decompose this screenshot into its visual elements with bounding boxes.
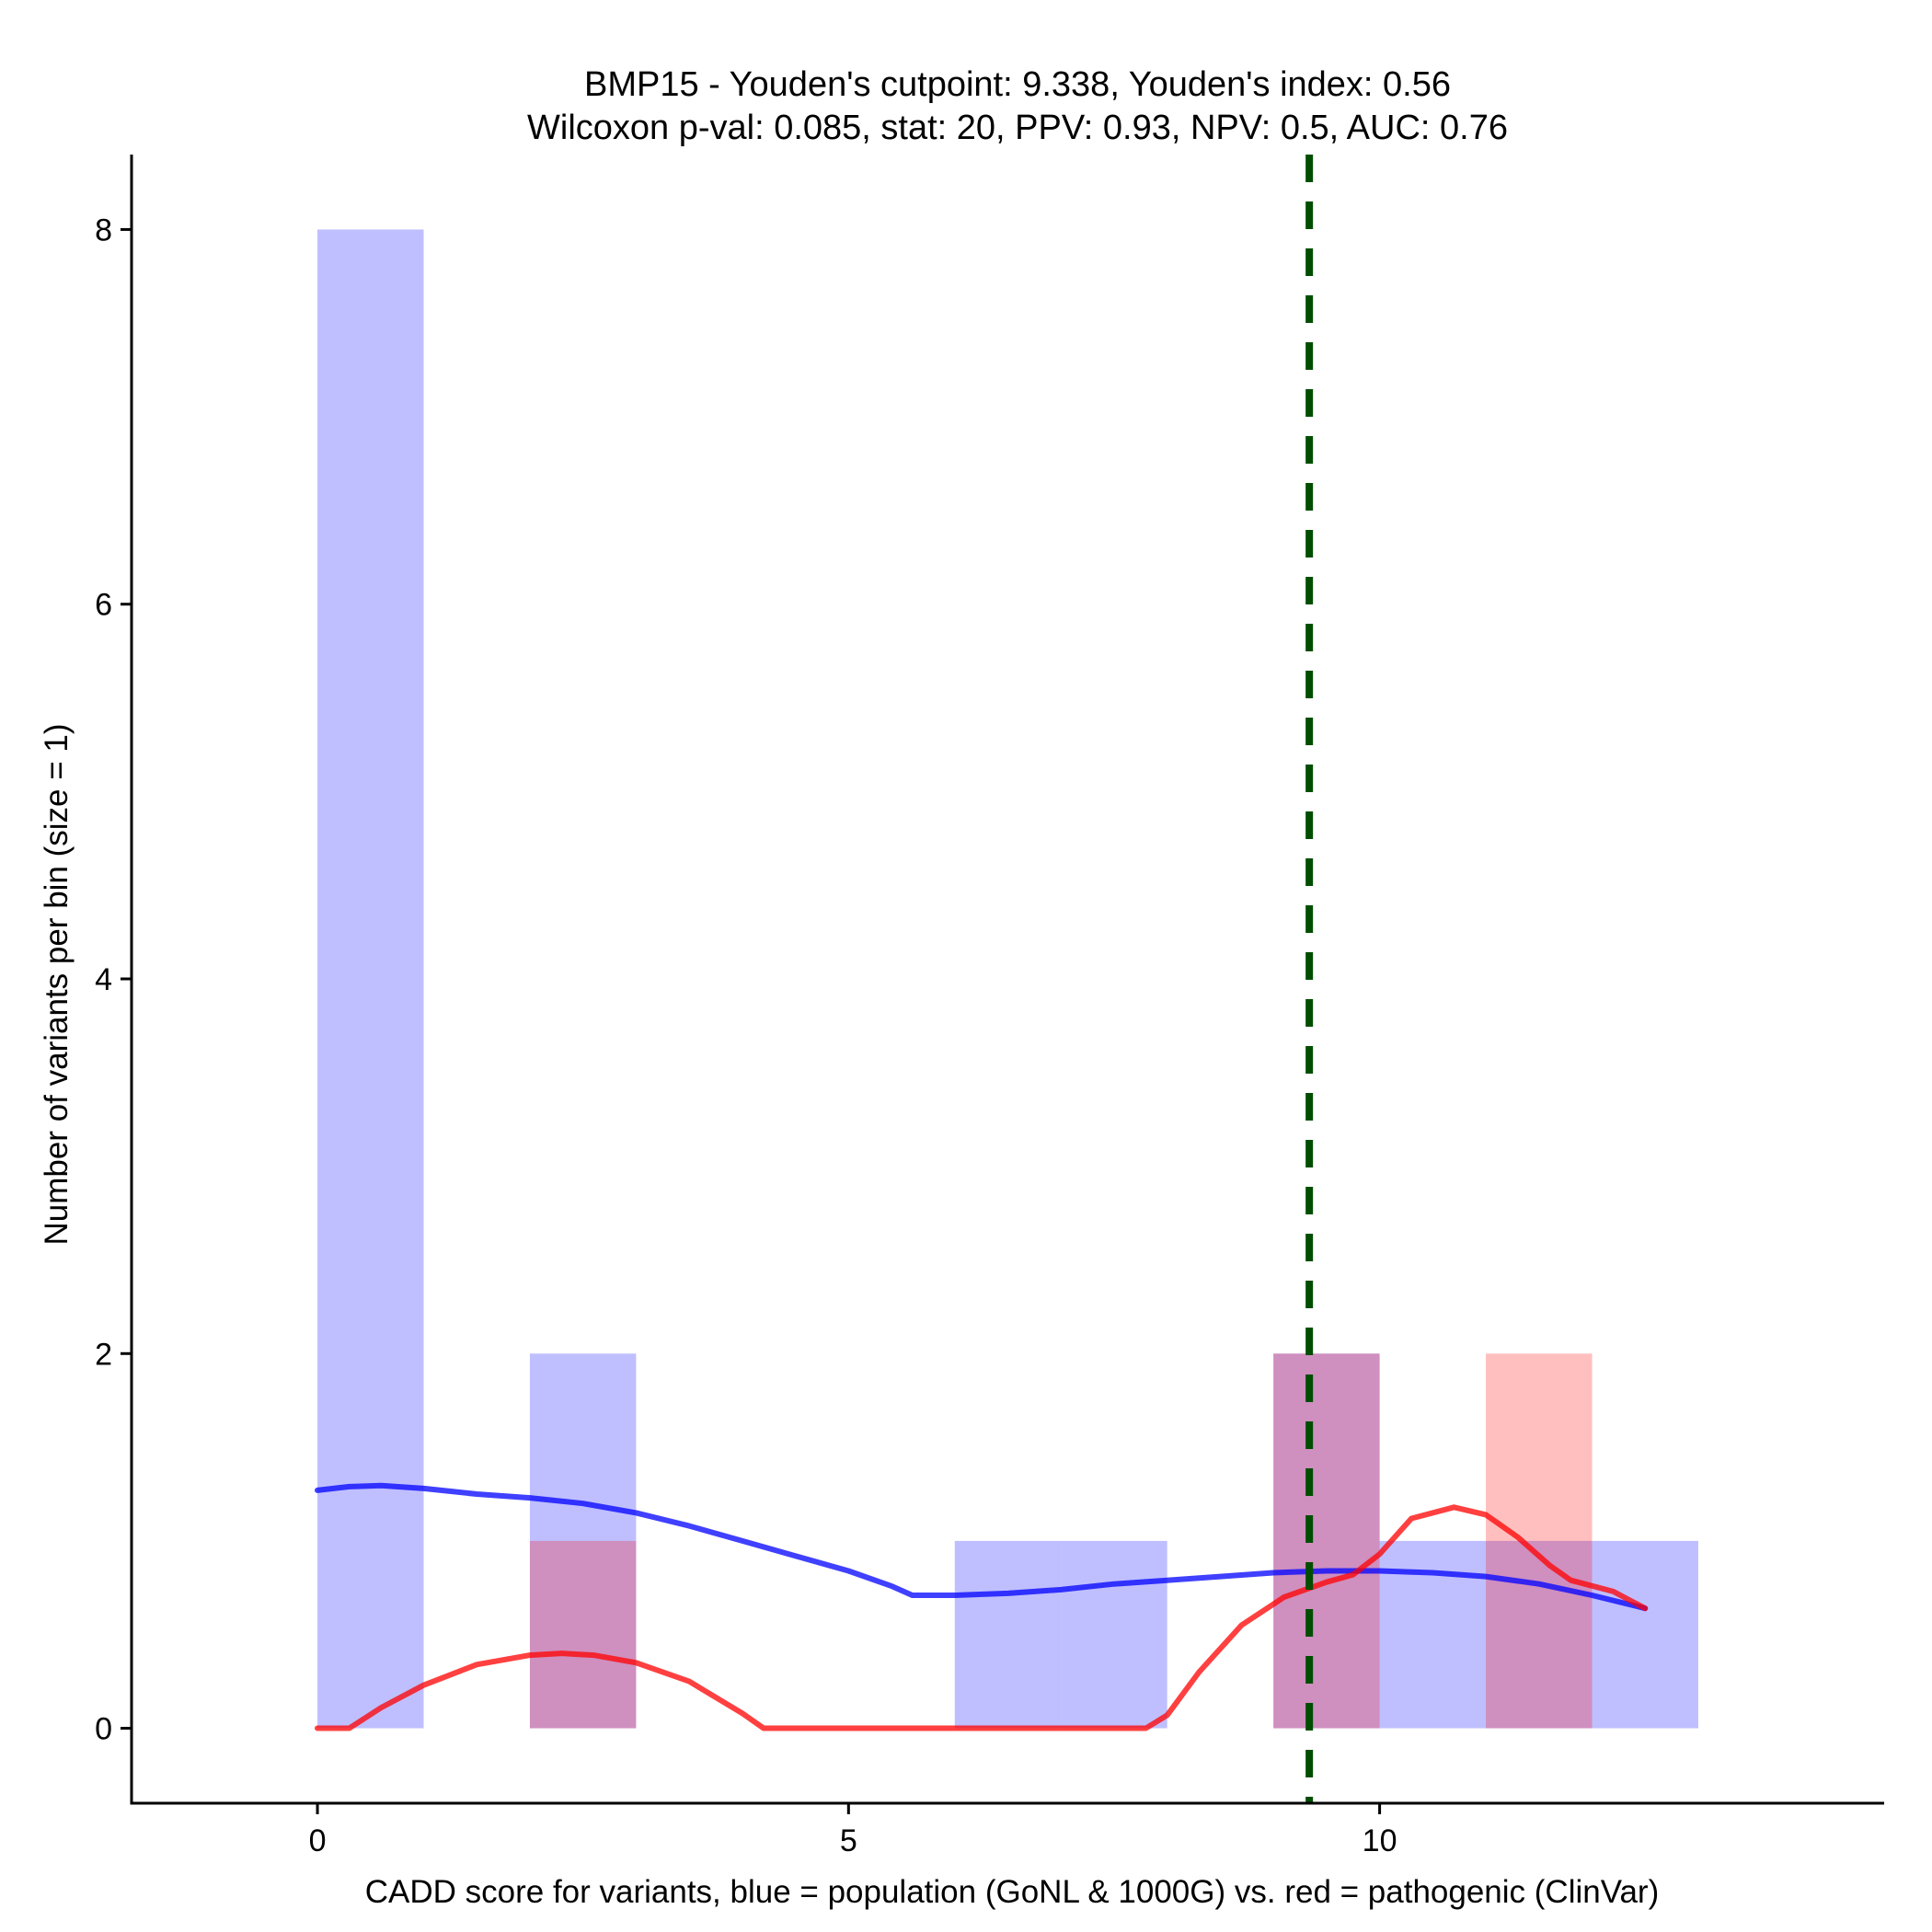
population-density-curve: [315, 1482, 1649, 1612]
population-bar: [317, 229, 424, 1729]
y-axis-label: Number of variants per bin (size = 1): [39, 723, 75, 1245]
y-tick-label: 0: [95, 1712, 112, 1747]
y-tick-label: 6: [95, 588, 112, 623]
x-axis-label: CADD score for variants, blue = populati…: [365, 1874, 1660, 1910]
population-bar: [529, 1353, 637, 1729]
population-bar: [1273, 1353, 1380, 1729]
chart-title: BMP15 - Youden's cutpoint: 9.338, Youden…: [584, 65, 1451, 104]
pathogenic-bar: [1486, 1353, 1593, 1729]
population-bar: [1061, 1540, 1167, 1729]
chart-subtitle: Wilcoxon p-val: 0.085, stat: 20, PPV: 0.…: [527, 109, 1508, 147]
x-tick-label: 10: [1363, 1823, 1397, 1858]
population-bar: [1592, 1540, 1698, 1729]
population-bar: [1486, 1540, 1593, 1729]
y-tick-label: 2: [95, 1337, 112, 1372]
y-tick-label: 4: [95, 962, 112, 997]
y-tick-label: 8: [95, 213, 112, 247]
density-curves: [315, 1482, 1649, 1731]
pathogenic-bar: [1273, 1353, 1380, 1729]
population-bar: [954, 1540, 1062, 1729]
x-tick-label: 0: [309, 1823, 327, 1858]
pathogenic-bar: [529, 1540, 637, 1729]
pathogenic-density-curve: [315, 1504, 1649, 1731]
histogram-bars: [317, 229, 1698, 1729]
axes: 0 5 10 0 2 4 6 8: [95, 155, 1884, 1858]
x-tick-label: 5: [840, 1823, 857, 1858]
